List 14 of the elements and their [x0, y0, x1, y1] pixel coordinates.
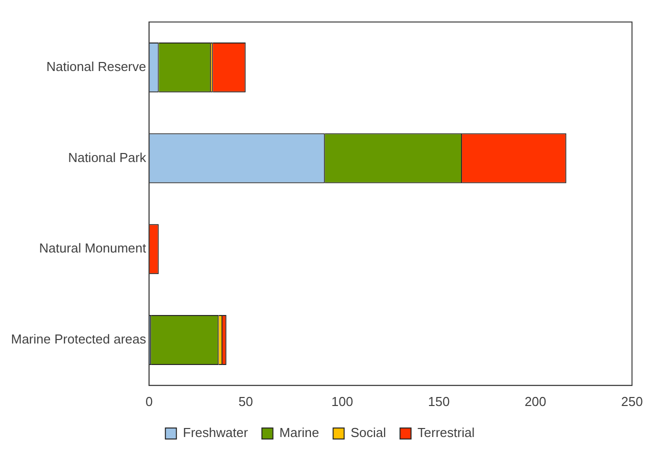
y-tick-label: National Park — [68, 150, 147, 165]
x-tick-label: 0 — [146, 394, 153, 409]
x-tick-label: 250 — [621, 394, 643, 409]
x-tick-label: 50 — [238, 394, 253, 409]
legend-label: Freshwater — [182, 425, 249, 440]
y-tick-label: Natural Monument — [39, 240, 146, 256]
legend-label: Marine — [279, 425, 320, 440]
x-tick-label: 150 — [428, 394, 450, 409]
y-tick-label: National Reserve — [46, 59, 146, 74]
x-tick-label: 100 — [331, 394, 354, 409]
legend-label: Social — [350, 425, 386, 440]
legend-label: Terrestrial — [418, 425, 475, 440]
x-tick-label: 200 — [524, 394, 546, 409]
y-tick-label: Marine Protected areas — [11, 332, 147, 347]
